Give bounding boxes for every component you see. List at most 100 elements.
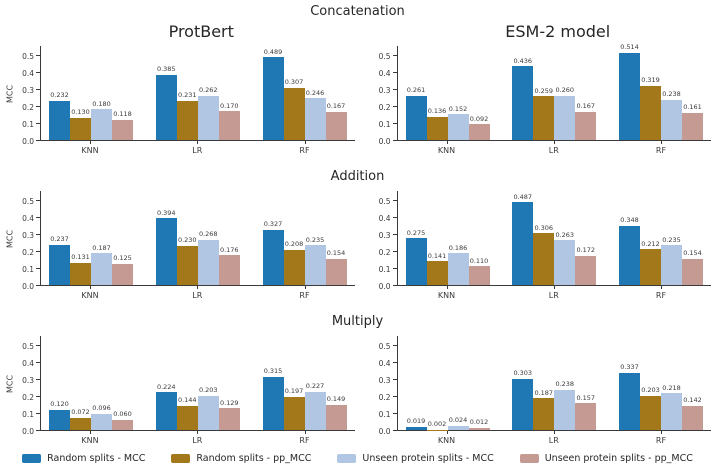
chart-multiply-protbert: MCC 0.0 0.1 0.2 0.3 0.4 0.5 0.120 0.072 0.096 0.… <box>4 336 355 447</box>
y-tick-mark <box>36 413 40 415</box>
bar-group-lr: 0.436 0.259 0.260 0.167 <box>512 58 597 140</box>
y-axis: 0.0 0.1 0.2 0.3 0.4 0.5 <box>373 46 397 144</box>
y-tick-label: 0.1 <box>378 409 391 419</box>
bar: 0.237 <box>49 236 70 285</box>
x-tick-label: LR <box>512 431 596 447</box>
bar-value-label: 0.157 <box>576 393 596 402</box>
x-tick-label: LR <box>512 286 596 302</box>
y-tick-label: 0.1 <box>22 119 34 129</box>
bar-value-label: 0.118 <box>113 110 132 119</box>
y-axis: 0.0 0.1 0.2 0.3 0.4 0.5 <box>373 336 397 434</box>
bar: 0.176 <box>218 247 240 285</box>
bar: 0.385 <box>155 66 177 140</box>
bar-value-label: 0.246 <box>305 88 325 97</box>
bar: 0.230 <box>176 237 198 285</box>
y-axis-label: MCC <box>5 229 15 248</box>
bar-group-rf: 0.327 0.208 0.235 0.154 <box>262 221 347 285</box>
bar: 0.186 <box>447 245 469 285</box>
x-tick-label: RF <box>263 286 347 302</box>
bar-group-knn: 0.232 0.130 0.180 0.118 <box>49 92 133 140</box>
bar: 0.306 <box>533 225 555 285</box>
bar: 0.172 <box>575 247 597 285</box>
bar-value-label: 0.129 <box>219 398 239 407</box>
x-axis: KNN LR RF <box>397 286 712 302</box>
bar: 0.130 <box>70 109 91 140</box>
bar: 0.232 <box>49 92 70 140</box>
y-tick-mark <box>36 268 40 270</box>
y-tick-label: 0.0 <box>378 136 391 146</box>
bar-value-label: 0.306 <box>534 223 554 232</box>
chart-row-concatenation: ProtBert MCC 0.0 0.1 0.2 0.3 0.4 0.5 0.232 0.1… <box>4 20 711 157</box>
bar: 0.154 <box>682 250 703 285</box>
x-tick-label: KNN <box>48 286 132 302</box>
bar-group-rf: 0.489 0.307 0.246 0.167 <box>262 49 347 140</box>
bar: 0.307 <box>283 79 305 140</box>
bar: 0.224 <box>155 383 177 430</box>
bar-value-label: 0.385 <box>156 65 176 74</box>
y-axis: 0.0 0.1 0.2 0.3 0.4 0.5 <box>373 191 397 289</box>
y-tick-mark <box>392 200 397 202</box>
chart-concatenation-protbert: ProtBert MCC 0.0 0.1 0.2 0.3 0.4 0.5 0.232 0.1… <box>4 20 355 157</box>
y-tick-mark <box>392 234 397 236</box>
bar-value-label: 0.131 <box>71 253 90 262</box>
x-tick-label: RF <box>263 431 347 447</box>
bar-group-lr: 0.487 0.306 0.263 0.172 <box>512 194 597 285</box>
y-tick-label: 0.5 <box>22 51 34 61</box>
y-axis-label <box>361 191 373 286</box>
bar: 0.315 <box>262 368 284 430</box>
bar: 0.157 <box>575 395 597 430</box>
bar: 0.246 <box>304 90 326 140</box>
chart-multiply-esm2: 0.0 0.1 0.2 0.3 0.4 0.5 0.019 0.002 0.024 0.012 0… <box>361 336 711 447</box>
bar-value-label: 0.024 <box>448 416 468 425</box>
bar: 0.180 <box>91 101 112 140</box>
y-axis-label: MCC <box>5 374 15 393</box>
y-tick-mark <box>392 140 397 141</box>
bar-value-label: 0.172 <box>576 246 596 255</box>
y-tick-mark <box>36 72 40 74</box>
x-tick-label: RF <box>263 141 347 157</box>
y-tick-mark <box>36 55 40 57</box>
y-tick-label: 0.5 <box>378 51 391 61</box>
bar-value-label: 0.307 <box>284 78 304 87</box>
bar-value-label: 0.235 <box>662 235 681 244</box>
bar: 0.129 <box>218 400 240 430</box>
y-tick-mark <box>36 285 40 286</box>
bar: 0.144 <box>176 397 198 430</box>
bar-value-label: 0.212 <box>641 239 660 248</box>
section-title-multiply: Multiply <box>331 314 384 329</box>
bar: 0.235 <box>304 237 326 285</box>
y-tick-mark <box>392 89 397 91</box>
bar: 0.203 <box>640 387 661 430</box>
bar-value-label: 0.489 <box>263 47 283 56</box>
legend-item-unseen-ppmcc: Unseen protein splits - pp_MCC <box>519 453 693 464</box>
y-tick-mark <box>392 106 397 108</box>
y-axis-label <box>361 46 373 141</box>
bar-value-label: 0.152 <box>448 104 468 113</box>
bar-value-label: 0.149 <box>326 395 346 404</box>
bar: 0.149 <box>325 396 347 430</box>
bar-value-label: 0.227 <box>305 382 325 390</box>
bar-value-label: 0.092 <box>469 114 489 123</box>
bar: 0.024 <box>447 417 469 430</box>
bar: 0.348 <box>619 217 640 285</box>
x-tick-label: LR <box>512 141 596 157</box>
y-tick-label: 0.4 <box>378 213 391 223</box>
bar: 0.319 <box>640 77 661 140</box>
bar-value-label: 0.436 <box>513 56 533 65</box>
bar-value-label: 0.072 <box>71 408 90 417</box>
bar: 0.218 <box>661 385 682 430</box>
y-tick-label: 0.3 <box>22 375 34 385</box>
bar-value-label: 0.161 <box>683 103 702 112</box>
bar-group-lr: 0.303 0.187 0.238 0.157 <box>512 370 597 430</box>
bar: 0.118 <box>112 111 133 140</box>
y-tick-label: 0.3 <box>378 375 391 385</box>
plot-area: 0.237 0.131 0.187 0.125 0.394 0.230 0.268 0.176… <box>40 191 355 286</box>
bar-value-label: 0.218 <box>662 383 681 392</box>
y-tick-label: 0.5 <box>378 196 391 206</box>
bar-value-label: 0.176 <box>219 245 239 254</box>
y-tick-label: 0.2 <box>378 102 391 112</box>
y-tick-mark <box>392 268 397 270</box>
bar-value-label: 0.141 <box>427 251 447 260</box>
bar: 0.303 <box>512 370 534 430</box>
bar-group-rf: 0.337 0.203 0.218 0.142 <box>619 364 703 430</box>
